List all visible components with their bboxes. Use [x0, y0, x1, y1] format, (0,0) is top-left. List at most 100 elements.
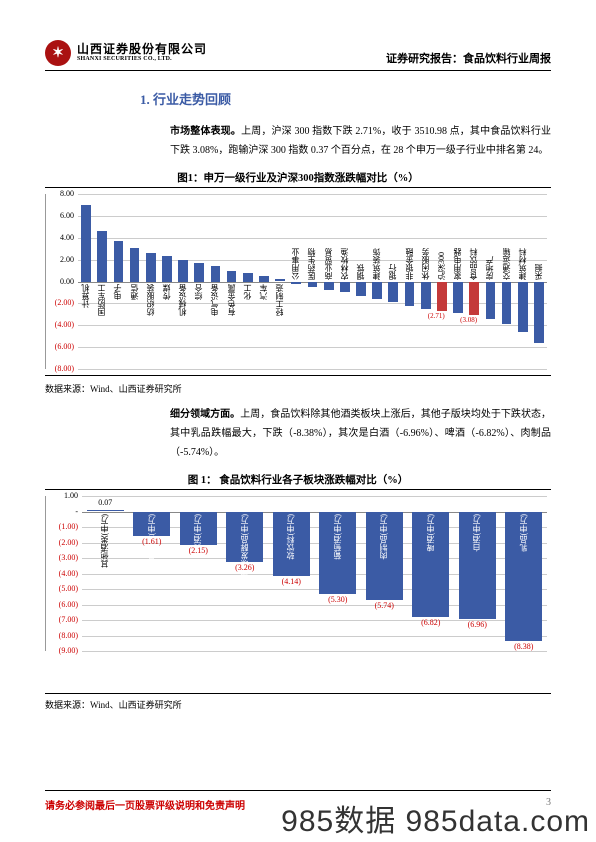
chart2-ytick: (5.00): [46, 584, 78, 593]
chart2-ytick: (8.00): [46, 631, 78, 640]
chart1-bar: 传媒: [159, 194, 175, 369]
chart2-value-label: (3.26): [235, 563, 254, 572]
chart1-category-label: 交通运输: [503, 248, 511, 280]
chart1-bar: 沪深300(2.71): [434, 194, 450, 369]
watermark: 985数据 985data.com: [281, 796, 590, 840]
footer-disclaimer: 请务必参阅最后一页股票评级说明和免责声明: [45, 797, 245, 812]
chart1-category-label: 建筑材料: [519, 248, 527, 280]
company-name-cn: 山西证券股份有限公司: [77, 43, 207, 56]
chart1-category-label: 综合: [195, 284, 203, 300]
chart1-category-label: 食品饮料: [470, 248, 478, 280]
chart1-bar: 有色金属: [224, 194, 240, 369]
chart1-category-label: 沪深300: [438, 252, 446, 280]
chart2-value-label: (5.74): [375, 601, 394, 610]
chart1-ytick: 0.00: [46, 277, 74, 286]
chart2-value-label: (5.30): [328, 595, 347, 604]
chart1: 8.006.004.002.000.00(2.00)(4.00)(6.00)(8…: [45, 194, 551, 369]
section-title: 1. 行业走势回顾: [140, 89, 551, 108]
chart1-ytick: 8.00: [46, 189, 74, 198]
chart1-category-label: 公用事业: [292, 248, 300, 280]
chart1-highlight-value: (2.71): [428, 312, 445, 320]
chart1-bottom-rule: [45, 375, 551, 376]
chart1-bar: 轻工制造: [272, 194, 288, 369]
chart1-ytick: 2.00: [46, 255, 74, 264]
chart1-bar: 银行: [385, 194, 401, 369]
company-name-en: SHANXI SECURITIES CO., LTD.: [77, 56, 207, 63]
chart2-category-label: 乳品(申万): [520, 514, 528, 551]
chart1-ytick: (6.00): [46, 342, 74, 351]
report-type: 证券研究报告：食品饮料行业周报: [386, 50, 551, 66]
chart2-value-label: (6.96): [468, 620, 487, 629]
chart2-category-label: 软饮料(申万): [287, 514, 295, 559]
chart2-value-label: (4.14): [282, 577, 301, 586]
chart2-source: 数据来源：Wind、山西证券研究所: [45, 698, 551, 711]
chart1-bar: 建筑装饰: [369, 194, 385, 369]
chart1-top-rule: [45, 187, 551, 188]
chart1-category-label: 通信: [131, 284, 139, 300]
chart2-ytick: (7.00): [46, 615, 78, 624]
chart2-category-label: 肉制品(申万): [380, 514, 388, 559]
chart2-bar: 肉制品(申万) (5.74): [366, 496, 403, 651]
chart1-bar: 综合: [191, 194, 207, 369]
chart1-bar: 交通运输: [498, 194, 514, 369]
chart1-bar: 农林牧渔: [337, 194, 353, 369]
chart1-category-label: 房地产: [486, 256, 494, 280]
chart1-category-label: 钢铁: [357, 264, 365, 280]
chart1-category-label: 纺织服装: [147, 284, 155, 316]
chart1-bar: 家用电器: [450, 194, 466, 369]
chart2-bar: 葡萄酒(申万) (5.30): [319, 496, 356, 651]
chart1-category-label: 电子: [114, 284, 122, 300]
chart1-ytick: 4.00: [46, 233, 74, 242]
chart1-category-label: 银行: [389, 264, 397, 280]
chart1-category-label: 农林牧渔: [341, 248, 349, 280]
chart2-bar: 白酒(申万)(6.96): [459, 496, 496, 651]
chart1-title: 图1：申万一级行业及沪深300指数涨跌幅对比（%）: [45, 170, 551, 185]
chart1-bar: 汽车: [256, 194, 272, 369]
chart1-bar: 化工: [240, 194, 256, 369]
chart2-bar: 食品综合(申万)(1.61): [133, 496, 170, 651]
chart2-bar: 黄酒(申万)(2.15): [180, 496, 217, 651]
chart2-ytick: (2.00): [46, 538, 78, 547]
chart1-bar: 休闲服务: [418, 194, 434, 369]
chart1-bar: 钢铁: [353, 194, 369, 369]
chart2-ytick: -: [46, 507, 78, 516]
chart2-value-label: (2.15): [189, 546, 208, 555]
chart2-bar: 调味发酵品(申万)(3.26): [226, 496, 263, 651]
chart2-ytick: (9.00): [46, 646, 78, 655]
chart1-category-label: 化工: [244, 284, 252, 300]
chart2-bar: 乳品(申万)(8.38): [505, 496, 542, 651]
chart1-category-label: 非银金融: [406, 248, 414, 280]
chart1-bar: 医药生物: [304, 194, 320, 369]
chart2-value-label: (1.61): [142, 537, 161, 546]
chart1-ytick: (8.00): [46, 364, 74, 373]
chart1-category-label: 机械设备: [179, 284, 187, 316]
chart2-bar: 啤酒(申万)(6.82): [412, 496, 449, 651]
chart2-bottom-rule: [45, 693, 551, 694]
chart1-ytick: (4.00): [46, 320, 74, 329]
chart1-bar: 计算机: [78, 194, 94, 369]
company-logo-block: ✶ 山西证券股份有限公司 SHANXI SECURITIES CO., LTD.: [45, 40, 207, 66]
chart2-value-label: 0.07: [98, 498, 112, 507]
chart1-bar: 电子: [110, 194, 126, 369]
chart1-source: 数据来源：Wind、山西证券研究所: [45, 382, 551, 395]
chart1-bar: 食品饮料(3.08): [466, 194, 482, 369]
chart2-category-label: 其他酒类(申万): [101, 514, 109, 567]
chart1-ytick: (2.00): [46, 298, 74, 307]
chart2-ytick: (1.00): [46, 522, 78, 531]
page-header: ✶ 山西证券股份有限公司 SHANXI SECURITIES CO., LTD.…: [45, 40, 551, 71]
chart1-bar: 通信: [127, 194, 143, 369]
chart1-category-label: 休闲服务: [422, 248, 430, 280]
chart1-category-label: 商业贸易: [325, 248, 333, 280]
chart1-bar: 建筑材料: [515, 194, 531, 369]
chart1-category-label: 医药生物: [308, 248, 316, 280]
chart2-ytick: (4.00): [46, 569, 78, 578]
chart1-category-label: 传媒: [163, 284, 171, 300]
chart1-category-label: 建筑装饰: [373, 248, 381, 280]
chart1-ytick: 6.00: [46, 211, 74, 220]
chart1-bar: 国防军工: [94, 194, 110, 369]
chart1-bar: 公用事业: [288, 194, 304, 369]
chart1-category-label: 电气设备: [211, 284, 219, 316]
company-logo-icon: ✶: [45, 40, 71, 66]
chart1-bar: 纺织服装: [143, 194, 159, 369]
chart2-category-label: 葡萄酒(申万): [334, 514, 342, 559]
